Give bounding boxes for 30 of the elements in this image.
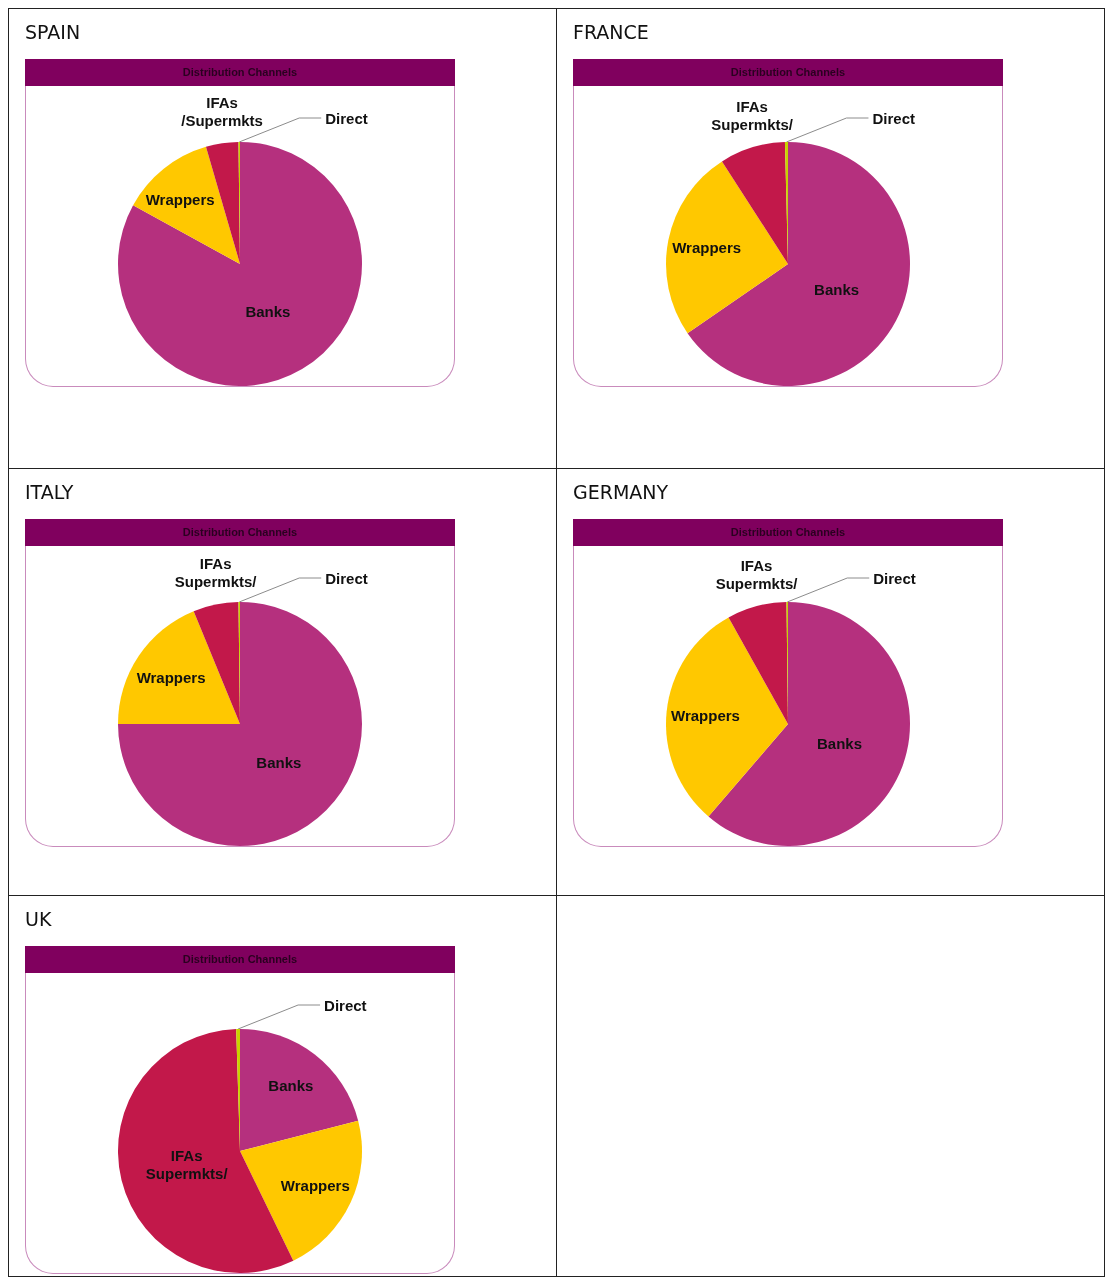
slice-label: Direct (873, 569, 916, 587)
slice-label: Wrappers (671, 707, 740, 725)
slice-label: Banks (816, 734, 862, 752)
slice-label: Direct (325, 569, 368, 587)
slice-label: Wrappers (280, 1177, 350, 1195)
slice-label: IFAs Supermkts/ (145, 1146, 229, 1182)
slice-label: Wrappers (672, 239, 742, 257)
chart-title: UK (25, 908, 53, 932)
slice-label: IFAs Supermkts/ (711, 97, 794, 133)
slice-label: Banks (268, 1076, 314, 1094)
slice-label: IFAs Supermkts/ (174, 554, 258, 590)
slice-label: IFAs /Supermkts (181, 93, 263, 129)
chart-subtitle: Distribution Channels (25, 946, 455, 973)
chart-title: GERMANY (573, 481, 670, 505)
slice-label: Direct (325, 109, 368, 127)
chart-title: SPAIN (25, 21, 82, 45)
slice-label: Direct (324, 996, 367, 1014)
slice-label: Banks (814, 281, 860, 299)
slice-label: Direct (872, 109, 915, 127)
chart-title: ITALY (25, 481, 75, 505)
chart-title: FRANCE (573, 21, 650, 45)
chart-subtitle: Distribution Channels (25, 59, 455, 86)
chart-subtitle: Distribution Channels (573, 59, 1003, 86)
slice-label: Wrappers (145, 190, 215, 208)
slice-label: Banks (245, 302, 291, 320)
slice-label: IFAs Supermkts/ (715, 556, 799, 592)
chart-subtitle: Distribution Channels (573, 519, 1003, 546)
chart-subtitle: Distribution Channels (25, 519, 455, 546)
slice-label: Wrappers (136, 669, 206, 687)
slice-label: Banks (256, 754, 302, 772)
